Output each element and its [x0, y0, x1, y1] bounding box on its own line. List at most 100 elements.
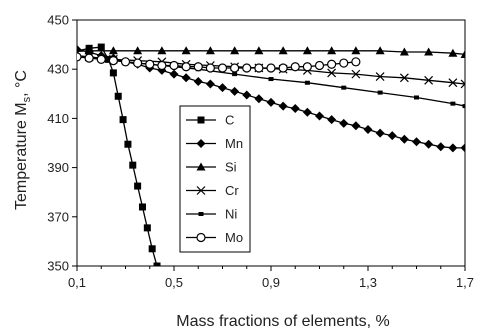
y-tick-label: 410: [47, 111, 69, 126]
y-tick-label: 350: [47, 259, 69, 274]
series-line-si: [77, 50, 465, 56]
y-axis-title-main: Temperature M: [13, 102, 30, 210]
series-mo: [77, 52, 361, 73]
data-point-c: [114, 92, 122, 100]
data-point-si: [157, 46, 167, 55]
y-tick-label: 390: [47, 160, 69, 175]
data-point-mn: [387, 131, 397, 141]
data-point-mo: [217, 63, 228, 73]
data-point-mo: [242, 63, 252, 73]
data-point-mn: [424, 139, 434, 149]
data-point-mo: [205, 63, 215, 73]
data-point-c: [148, 245, 156, 253]
data-point-mn: [448, 143, 458, 153]
legend-marker-mo: [196, 232, 206, 243]
data-point-mo: [314, 60, 325, 71]
data-point-ni: [450, 101, 456, 106]
data-point-si: [424, 47, 434, 56]
y-axis-title: Temperature Ms, °C: [13, 70, 33, 210]
data-point-mn: [278, 101, 288, 111]
x-axis: 0,1 0,5 0,9 1,3 1,7: [68, 266, 474, 290]
data-point-si: [460, 49, 465, 58]
legend-marker-si: [196, 162, 206, 171]
y-axis-title-subscript: s: [21, 96, 33, 102]
data-point-mn: [266, 97, 276, 107]
data-point-mo: [96, 54, 106, 64]
data-point-cr: [375, 72, 385, 82]
data-point-si: [278, 46, 288, 55]
data-point-ni: [377, 90, 383, 95]
data-point-ni: [462, 104, 465, 109]
data-point-mn: [254, 94, 264, 104]
data-point-c: [134, 182, 142, 190]
data-point-mo: [278, 63, 288, 73]
data-point-mn: [302, 107, 312, 117]
legend-label-mn: Mn: [225, 136, 243, 151]
legend-marker-mn: [196, 139, 206, 148]
x-tick-label: 0,5: [165, 275, 183, 290]
x-axis-title: Mass fractions of elements, %: [176, 313, 389, 330]
data-point-mo: [230, 63, 240, 73]
legend-label-si: Si: [225, 160, 237, 175]
data-point-mn: [181, 73, 191, 83]
data-point-ni: [268, 77, 274, 82]
legend-label-mo: Mo: [225, 230, 243, 245]
data-point-mn: [436, 142, 446, 152]
data-point-c: [119, 116, 127, 124]
data-point-mo: [145, 59, 155, 69]
data-point-si: [84, 46, 94, 55]
legend-item-si: Si: [186, 160, 237, 175]
legend-label-ni: Ni: [225, 207, 237, 222]
data-point-c: [129, 161, 137, 169]
data-point-mo: [254, 63, 264, 73]
legend-item-cr: Cr: [186, 183, 239, 198]
data-point-mn: [193, 77, 203, 86]
legend-item-mn: Mn: [186, 136, 243, 151]
data-point-cr: [327, 68, 337, 78]
data-point-si: [133, 46, 143, 55]
data-point-mn: [363, 124, 373, 134]
x-tick-label: 0,1: [68, 275, 86, 290]
data-point-si: [230, 46, 240, 55]
legend-marker-ni: [198, 212, 204, 216]
data-point-ni: [414, 95, 419, 100]
data-point-mo: [133, 58, 143, 68]
x-tick-label: 0,9: [262, 275, 280, 290]
data-point-cr: [399, 73, 409, 83]
plot-area: [76, 19, 466, 267]
data-point-c: [153, 262, 161, 266]
data-point-mo: [339, 58, 349, 68]
data-point-mn: [218, 83, 227, 93]
data-point-si: [108, 46, 118, 55]
data-point-si: [375, 46, 385, 55]
data-point-si: [205, 46, 215, 55]
data-point-cr: [460, 79, 465, 89]
x-tick-label: 1,7: [456, 275, 474, 290]
data-point-cr: [424, 75, 434, 85]
data-point-mo: [77, 52, 82, 62]
data-point-cr: [448, 78, 458, 88]
legend-item-ni: Ni: [186, 207, 237, 222]
y-axis-title-unit: , °C: [13, 70, 30, 97]
data-point-mn: [242, 90, 252, 100]
legend-marker-cr: [196, 186, 206, 195]
data-point-si: [302, 46, 312, 55]
data-point-mo: [302, 62, 312, 72]
data-point-mn: [399, 134, 409, 144]
data-point-ni: [304, 80, 310, 85]
data-point-si: [351, 46, 361, 55]
y-axis: 350 370 390 410 430 450: [47, 13, 77, 274]
data-point-mn: [375, 128, 385, 138]
data-point-mo: [327, 59, 337, 69]
data-point-mn: [315, 111, 324, 121]
data-point-mn: [205, 79, 215, 89]
data-point-mo: [266, 63, 276, 73]
data-point-si: [327, 46, 337, 55]
data-point-mo: [108, 55, 118, 66]
legend-item-mo: Mo: [186, 230, 243, 245]
y-tick-label: 430: [47, 62, 69, 77]
data-point-c: [124, 140, 132, 148]
legend-marker-c: [197, 116, 205, 124]
data-point-mn: [327, 115, 337, 125]
